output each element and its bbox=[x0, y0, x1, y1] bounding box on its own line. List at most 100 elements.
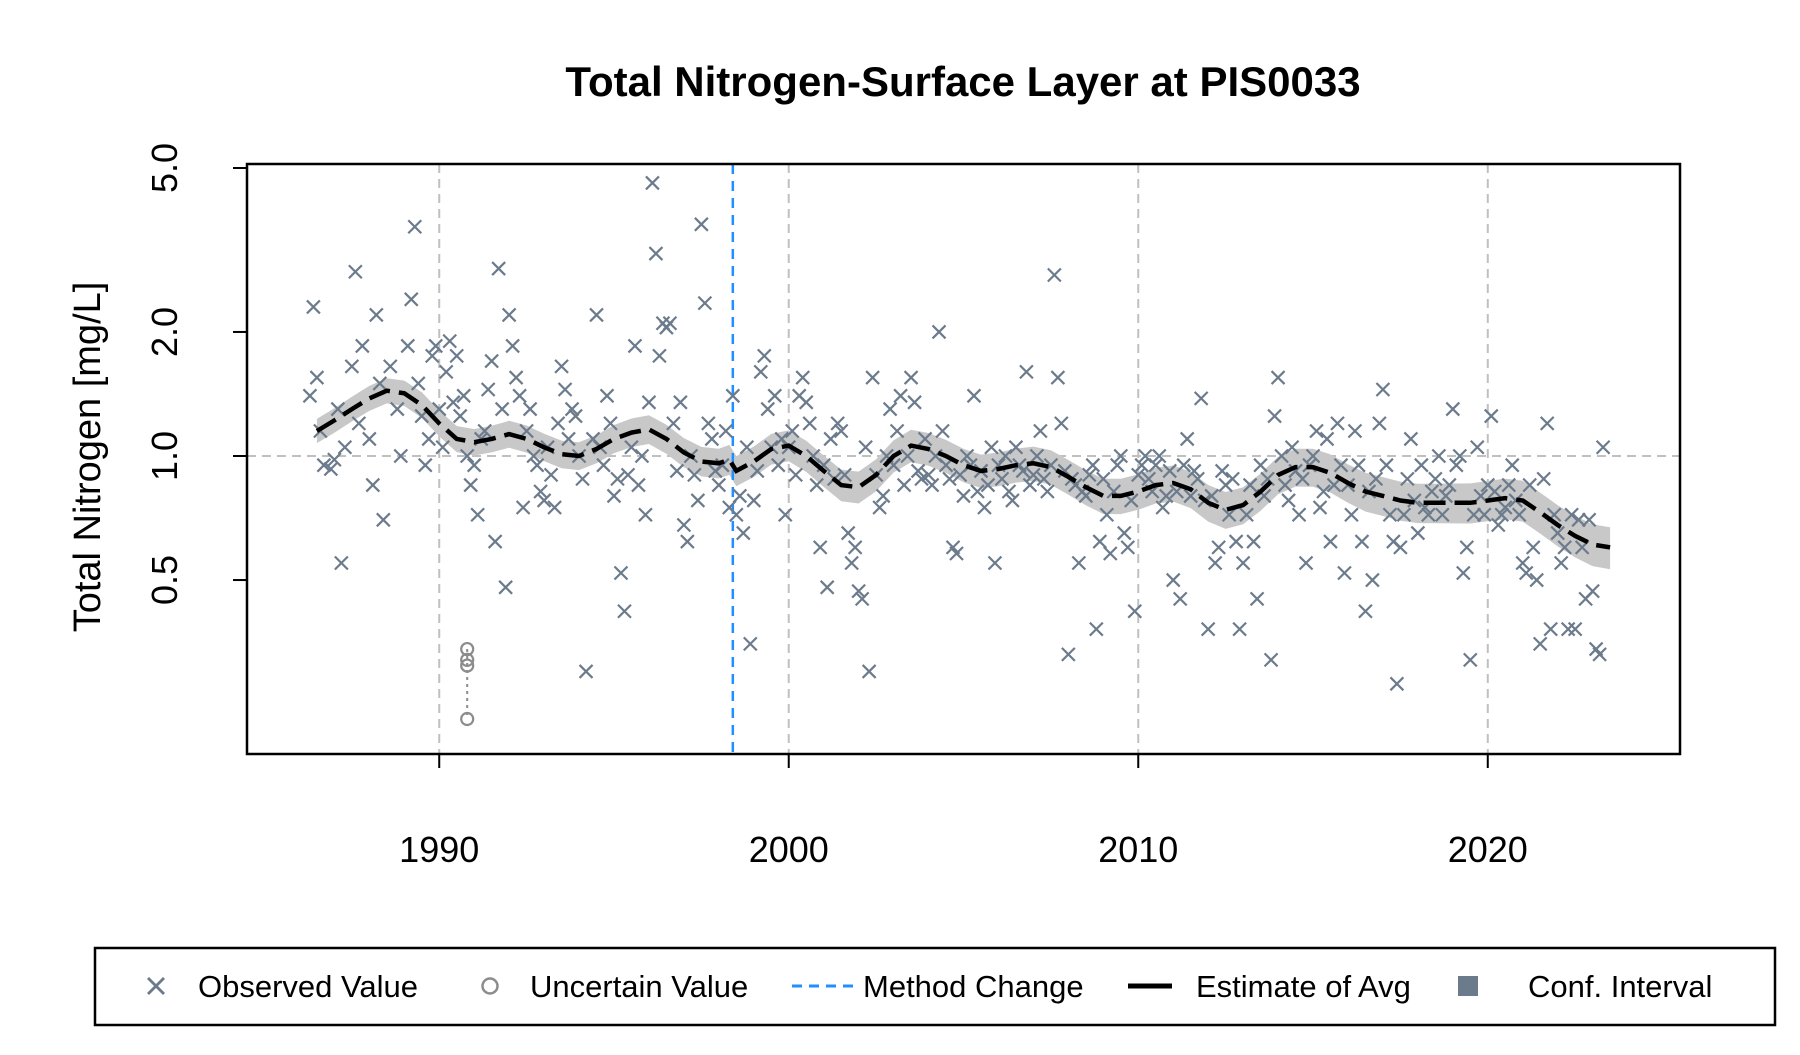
observed-point bbox=[438, 364, 454, 380]
observed-point bbox=[1043, 457, 1059, 473]
observed-point bbox=[1508, 493, 1524, 508]
observed-point bbox=[445, 395, 461, 410]
observed-point bbox=[334, 555, 349, 571]
observed-point bbox=[627, 338, 643, 354]
observed-point bbox=[711, 477, 727, 493]
observed-point bbox=[1463, 652, 1478, 668]
observed-point bbox=[1117, 525, 1132, 541]
observed-point bbox=[970, 484, 985, 499]
observed-point bbox=[1305, 448, 1321, 464]
observed-point bbox=[872, 500, 887, 515]
observed-point bbox=[1456, 565, 1471, 581]
observed-point bbox=[987, 555, 1003, 571]
legend-observed-marker bbox=[147, 977, 165, 995]
observed-point bbox=[812, 540, 828, 555]
observed-point bbox=[1099, 507, 1115, 523]
observed-point bbox=[750, 463, 765, 479]
observed-point bbox=[459, 448, 475, 464]
observed-point bbox=[1082, 467, 1097, 483]
observed-point bbox=[1435, 507, 1450, 523]
observed-point bbox=[494, 401, 510, 417]
observed-point bbox=[1183, 488, 1198, 504]
observed-point bbox=[1428, 471, 1443, 487]
observed-point bbox=[680, 534, 695, 549]
observed-point bbox=[1431, 448, 1447, 464]
observed-point bbox=[1487, 484, 1503, 499]
observed-point bbox=[1096, 471, 1111, 487]
observed-point bbox=[638, 507, 653, 523]
observed-point bbox=[1207, 555, 1223, 571]
y-tick-label: 0.5 bbox=[144, 555, 185, 605]
observed-point bbox=[1557, 540, 1572, 555]
x-tick-label: 1990 bbox=[399, 829, 479, 870]
observed-point bbox=[1148, 457, 1164, 473]
observed-point bbox=[1228, 534, 1244, 549]
observed-point bbox=[306, 299, 321, 315]
observed-point bbox=[1396, 507, 1412, 523]
confidence-band bbox=[316, 378, 1611, 570]
observed-point bbox=[1130, 467, 1146, 483]
observed-point bbox=[830, 416, 845, 431]
uncertain-point bbox=[460, 711, 475, 727]
observed-point bbox=[959, 448, 975, 464]
observed-point bbox=[1001, 484, 1017, 499]
observed-point bbox=[1221, 507, 1237, 523]
observed-point bbox=[903, 370, 919, 385]
observed-point bbox=[417, 457, 433, 473]
observed-point bbox=[466, 457, 482, 473]
observed-point bbox=[578, 664, 594, 679]
observed-point bbox=[1309, 423, 1324, 439]
legend-observed-label: Observed Value bbox=[198, 969, 418, 1004]
observed-point bbox=[1382, 507, 1398, 523]
y-axis: 0.5 1.0 2.0 5.0 bbox=[144, 143, 247, 605]
legend-box bbox=[93, 946, 1777, 1027]
observed-point bbox=[1127, 603, 1143, 619]
uncertain-point bbox=[460, 652, 475, 667]
observed-point bbox=[1438, 488, 1454, 504]
observed-point bbox=[697, 295, 713, 311]
observed-point bbox=[327, 452, 342, 467]
observed-point bbox=[1501, 477, 1517, 493]
observed-point bbox=[1239, 507, 1254, 523]
observed-point bbox=[1452, 448, 1468, 464]
observed-point bbox=[662, 315, 678, 331]
observed-point bbox=[1267, 408, 1282, 424]
legend-uncertain-marker bbox=[481, 977, 499, 995]
x-tick-label: 2020 bbox=[1448, 829, 1528, 870]
observed-point bbox=[729, 507, 744, 523]
observed-point bbox=[931, 324, 947, 340]
observed-point bbox=[1179, 431, 1195, 447]
observed-point bbox=[564, 401, 580, 417]
observed-point bbox=[1490, 517, 1506, 533]
observed-point bbox=[477, 423, 492, 439]
observed-point bbox=[1312, 500, 1328, 515]
observed-point bbox=[1022, 477, 1038, 493]
observed-point bbox=[1585, 583, 1600, 599]
observed-point bbox=[1473, 488, 1489, 504]
observed-point bbox=[648, 246, 664, 261]
observed-point bbox=[1165, 572, 1181, 588]
observed-point bbox=[442, 333, 457, 349]
observed-point bbox=[1365, 572, 1380, 588]
observed-point bbox=[1421, 507, 1436, 523]
observed-point bbox=[501, 307, 517, 323]
observed-point bbox=[690, 493, 706, 508]
observed-point bbox=[348, 264, 363, 280]
observed-point bbox=[809, 477, 824, 493]
observed-point bbox=[795, 370, 811, 385]
observed-point bbox=[589, 307, 604, 323]
observed-point bbox=[435, 439, 451, 455]
observed-point bbox=[942, 471, 957, 487]
observed-point bbox=[777, 507, 793, 523]
y-tick-label: 1.0 bbox=[144, 431, 185, 481]
observed-point bbox=[498, 580, 513, 595]
observed-point bbox=[617, 603, 632, 619]
observed-point bbox=[1225, 471, 1240, 487]
observed-point bbox=[1571, 512, 1586, 528]
observed-point bbox=[575, 471, 590, 487]
observed-point bbox=[1085, 457, 1101, 473]
observed-point bbox=[613, 565, 629, 581]
observed-point bbox=[1553, 555, 1569, 571]
observed-point bbox=[309, 370, 325, 385]
observed-point bbox=[858, 439, 873, 455]
